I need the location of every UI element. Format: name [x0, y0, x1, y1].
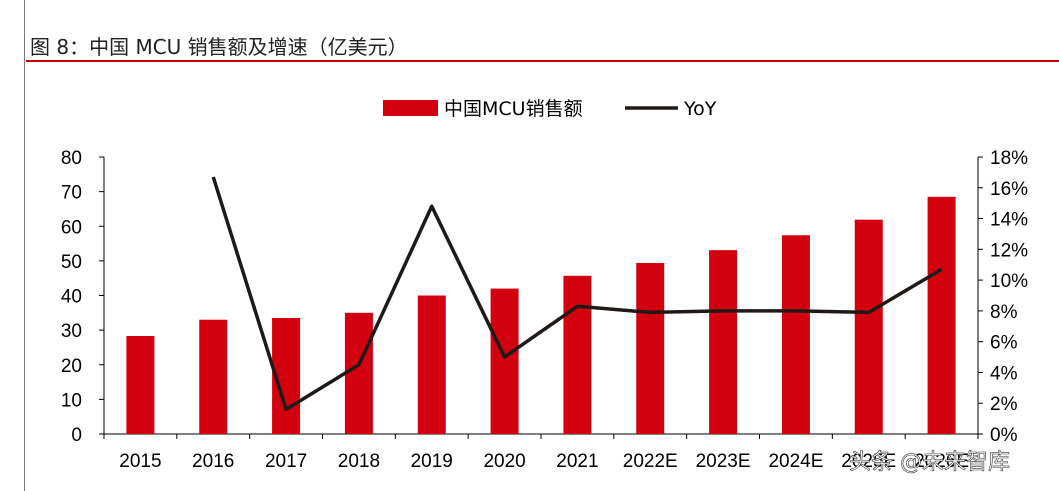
x-tick-label: 2023E [696, 451, 751, 472]
left-tick-label: 20 [61, 356, 82, 377]
left-tick-label: 0 [71, 425, 82, 446]
right-tick-label: 4% [990, 363, 1018, 384]
bar [781, 235, 810, 434]
left-tick-label: 60 [61, 217, 82, 238]
x-tick-label: 2017 [265, 451, 307, 472]
bar [199, 319, 228, 434]
x-tick-label: 2022E [623, 451, 678, 472]
x-tick-label: 2020 [483, 451, 525, 472]
page-frame-left [24, 0, 25, 491]
left-tick-label: 10 [61, 390, 82, 411]
bar [126, 336, 155, 434]
bar [490, 288, 519, 434]
left-tick-label: 50 [61, 252, 82, 273]
x-tick-label: 2026E [914, 451, 969, 472]
right-tick-label: 18% [990, 148, 1028, 169]
bar [344, 312, 373, 434]
left-tick-label: 40 [61, 287, 82, 308]
left-tick-label: 30 [61, 321, 82, 342]
watermark: 头条 @未来智库 [849, 450, 1010, 475]
legend-swatch-bar [383, 100, 438, 116]
right-tick-label: 8% [990, 302, 1018, 323]
bar [854, 219, 883, 434]
left-tick-label: 70 [61, 183, 82, 204]
x-tick-label: 2018 [338, 451, 380, 472]
right-tick-label: 2% [990, 394, 1018, 415]
right-tick-label: 16% [990, 179, 1028, 200]
x-tick-label: 2015 [119, 451, 161, 472]
right-tick-label: 12% [990, 240, 1028, 261]
x-tick-label: 2025E [841, 451, 896, 472]
x-tick-label: 2021 [556, 451, 598, 472]
left-tick-label: 80 [61, 148, 82, 169]
x-tick-label: 2019 [411, 451, 453, 472]
bar [927, 196, 956, 434]
figure-title: 图 8：中国 MCU 销售额及增速（亿美元） [30, 35, 408, 59]
bar [417, 295, 446, 434]
x-tick-label: 2024E [768, 451, 823, 472]
right-tick-label: 0% [990, 425, 1018, 446]
bar [563, 275, 592, 434]
legend-label-line: YoY [683, 98, 717, 120]
title-rule [26, 60, 1059, 62]
right-tick-label: 6% [990, 333, 1018, 354]
right-tick-label: 14% [990, 210, 1028, 231]
legend-label-bar: 中国MCU销售额 [444, 98, 583, 120]
x-tick-label: 2016 [192, 451, 234, 472]
right-tick-label: 10% [990, 271, 1028, 292]
bar [636, 262, 665, 434]
bar [709, 250, 738, 434]
